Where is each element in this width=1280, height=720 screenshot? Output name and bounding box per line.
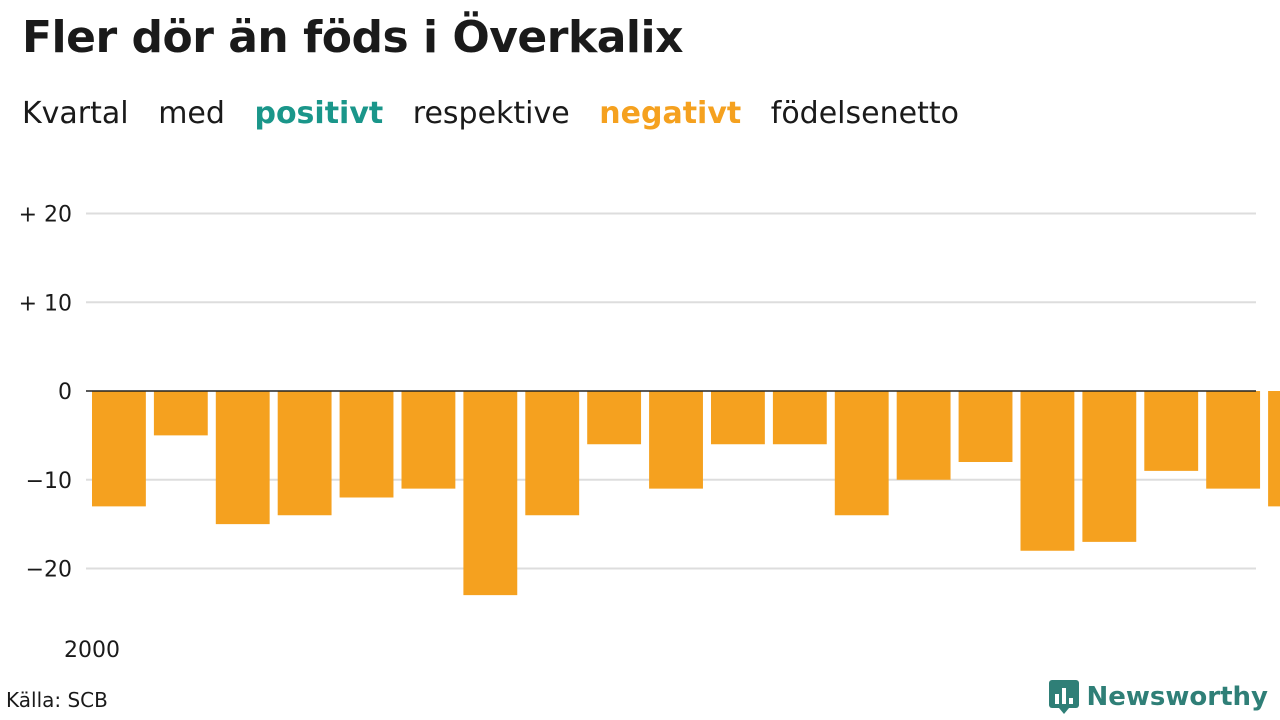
bar — [215, 391, 270, 525]
brand-logo: Newsworthy — [1048, 680, 1268, 714]
bar — [1082, 391, 1137, 542]
source-note: Källa: SCB — [6, 688, 108, 712]
bar — [772, 391, 827, 445]
bar — [401, 391, 456, 489]
chart-subtitle: Kvartal med positivt respektive negativt… — [22, 96, 979, 131]
bar — [277, 391, 332, 516]
bar — [896, 391, 951, 480]
bar — [1206, 391, 1261, 489]
bar — [1268, 391, 1280, 507]
legend-negative: negativt — [599, 96, 742, 131]
subtitle-word: med — [158, 96, 225, 131]
bar — [339, 391, 394, 498]
bar-chart-icon — [1048, 680, 1079, 714]
y-tick-label: 0 — [58, 380, 72, 405]
y-tick-label: + 10 — [19, 291, 72, 316]
legend-positive: positivt — [254, 96, 384, 131]
bar — [834, 391, 889, 516]
bar — [587, 391, 642, 445]
bar — [958, 391, 1013, 462]
bar — [463, 391, 518, 596]
y-tick-label: + 20 — [19, 203, 72, 228]
chart-title: Fler dör än föds i Överkalix — [22, 12, 683, 63]
subtitle-word: respektive — [412, 96, 570, 131]
x-tick-label: 2000 — [64, 638, 120, 663]
bar — [92, 391, 146, 507]
y-tick-label: −20 — [26, 558, 72, 583]
y-tick-label: −10 — [26, 469, 72, 494]
bar — [1020, 391, 1075, 551]
bar — [649, 391, 703, 489]
brand-name: Newsworthy — [1086, 682, 1268, 712]
bar — [711, 391, 765, 445]
bar — [525, 391, 580, 516]
subtitle-word: födelsenetto — [770, 96, 959, 131]
bar — [1144, 391, 1199, 471]
bar — [153, 391, 208, 436]
subtitle-word: Kvartal — [22, 96, 129, 131]
